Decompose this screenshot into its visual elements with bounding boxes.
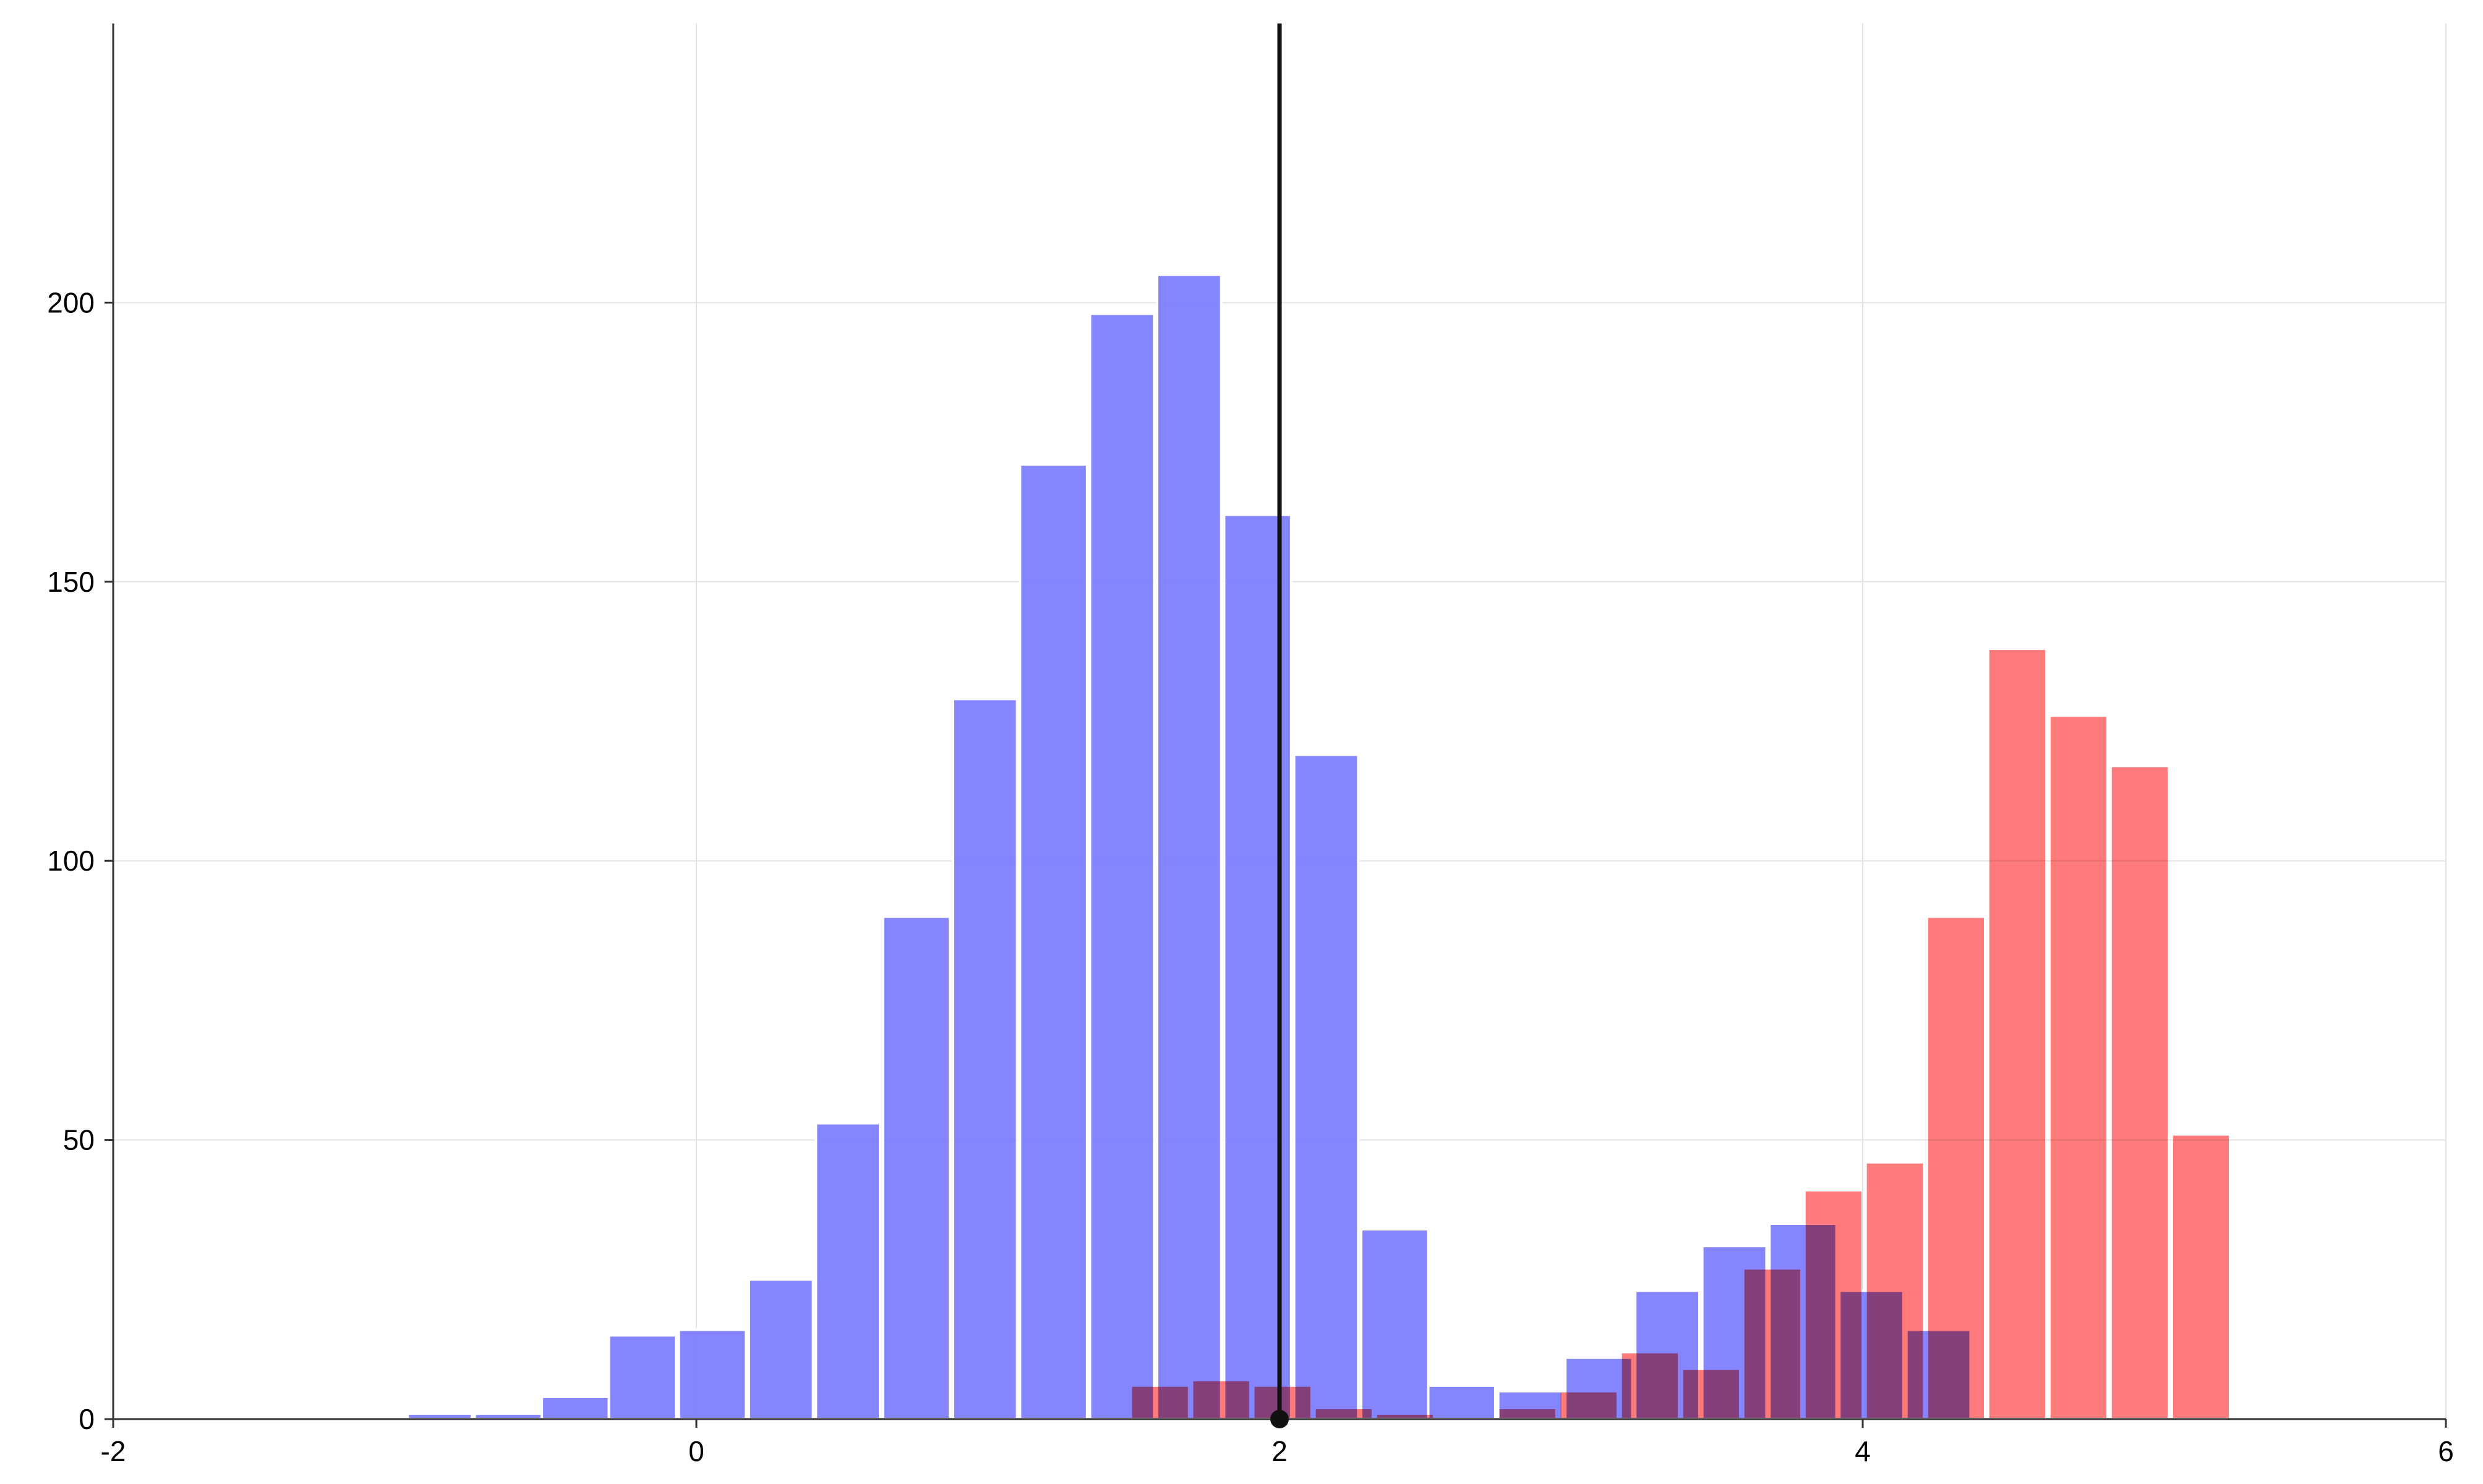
series-1 — [406, 273, 1972, 1421]
histogram-bar — [1619, 1350, 1680, 1421]
histogram-bar — [1293, 753, 1360, 1420]
histogram-bar — [1190, 1378, 1252, 1420]
histogram-bar — [881, 915, 952, 1420]
histogram-bar — [2170, 1133, 2232, 1421]
y-tick-label: 50 — [63, 1124, 95, 1156]
histogram-bar — [1427, 1384, 1497, 1421]
x-tick-label: 4 — [1855, 1435, 1871, 1467]
histogram-bar — [951, 697, 1019, 1420]
histogram-bar — [1497, 1406, 1558, 1421]
histogram-bar — [2048, 714, 2109, 1420]
histogram-bar — [1925, 915, 1987, 1420]
histogram-bar — [607, 1334, 677, 1421]
histogram-bar — [2109, 764, 2171, 1420]
threshold-handle[interactable] — [1270, 1410, 1289, 1428]
x-tick-label: 0 — [688, 1435, 704, 1467]
histogram-bar — [1019, 463, 1088, 1420]
x-axis-ticks: -2 0 2 4 6 — [101, 1419, 2454, 1467]
histogram-bar — [541, 1395, 610, 1420]
histogram-bar — [814, 1122, 882, 1420]
histogram-bar — [1313, 1406, 1374, 1421]
x-tick-label: -2 — [101, 1435, 126, 1467]
histogram-bar — [1558, 1389, 1619, 1421]
x-tick-label: 2 — [1271, 1435, 1288, 1467]
histogram-bar — [1864, 1161, 1926, 1421]
histogram-bar — [1129, 1384, 1190, 1421]
histogram-bar — [677, 1328, 748, 1420]
threshold-marker — [1270, 23, 1289, 1428]
y-tick-label: 0 — [79, 1403, 95, 1435]
series-2 — [1129, 647, 2232, 1421]
histogram-bar — [1680, 1367, 1742, 1421]
histogram-bar — [1742, 1267, 1803, 1420]
histogram-bar — [1155, 273, 1223, 1420]
histogram-bar — [747, 1278, 814, 1421]
y-tick-label: 150 — [47, 566, 95, 598]
histogram-bar — [1088, 312, 1156, 1420]
y-tick-label: 100 — [47, 845, 95, 877]
histogram-bar — [1360, 1228, 1430, 1420]
histogram-bar — [1803, 1188, 1864, 1421]
x-tick-label: 6 — [2438, 1435, 2454, 1467]
y-tick-label: 200 — [47, 286, 95, 318]
y-axis-ticks: 0 50 100 150 200 — [47, 286, 113, 1435]
histogram-bar — [1986, 647, 2048, 1420]
histogram-bars — [406, 273, 2232, 1421]
